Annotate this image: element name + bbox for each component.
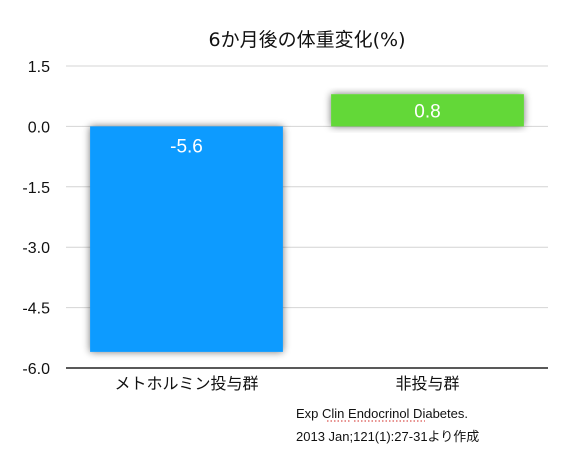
chart-title: 6か月後の体重変化(%) (209, 29, 406, 51)
y-tick-label: 0.0 (28, 119, 50, 136)
y-tick-label: -3.0 (22, 240, 50, 257)
data-label-2: 0.8 (414, 101, 440, 122)
source-note: Exp Clin Endocrinol Diabetes. 2013 Jan;1… (296, 406, 479, 444)
y-tick-label: -6.0 (22, 361, 50, 378)
source-line-2: 2013 Jan;121(1):27-31より作成 (296, 429, 479, 444)
category-label-1: メトホルミン投与群 (114, 374, 258, 393)
data-label-1: -5.6 (170, 136, 203, 157)
y-tick-label: -4.5 (22, 301, 50, 318)
bar-1 (90, 126, 283, 352)
category-label-2: 非投与群 (395, 374, 459, 393)
bar-2 (331, 94, 524, 127)
source-line-1: Exp Clin Endocrinol Diabetes. (296, 406, 468, 421)
y-tick-label: -1.5 (22, 180, 50, 197)
y-tick-label: 1.5 (28, 59, 50, 76)
